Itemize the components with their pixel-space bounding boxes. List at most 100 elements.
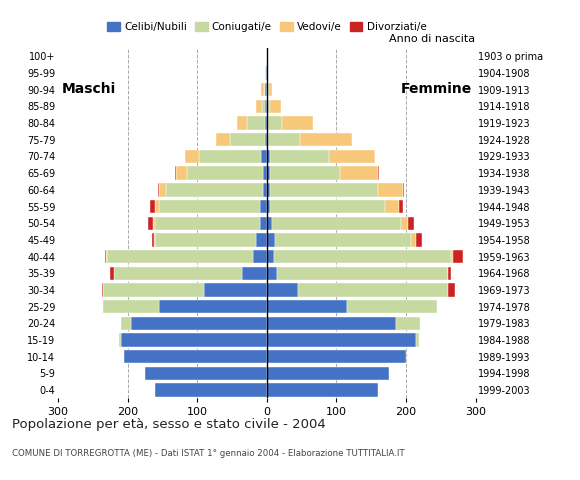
Bar [158,183,159,196]
Bar [107,250,253,263]
Bar [264,66,266,80]
Bar [269,83,273,96]
Legend: Celibi/Nubili, Coniugati/e, Vedovi/e, Divorziati/e: Celibi/Nubili, Coniugati/e, Vedovi/e, Di… [103,18,430,36]
Bar [277,266,448,280]
Bar [261,150,267,163]
Bar [267,250,274,263]
Bar [266,83,267,96]
Bar [275,233,411,247]
Bar [237,117,247,130]
Bar [155,233,256,247]
Bar [273,216,401,230]
Bar [416,333,419,347]
Bar [267,83,269,96]
Bar [260,200,267,213]
Bar [267,167,270,180]
Bar [267,367,389,380]
Bar [267,133,268,146]
Text: Popolazione per età, sesso e stato civile - 2004: Popolazione per età, sesso e stato civil… [12,418,325,431]
Bar [267,317,396,330]
Bar [448,283,455,297]
Text: Maschi: Maschi [61,82,116,96]
Bar [263,183,267,196]
Bar [267,66,268,80]
Bar [267,350,406,363]
Bar [102,283,103,297]
Bar [270,150,329,163]
Bar [267,183,270,196]
Bar [403,183,404,196]
Text: COMUNE DI TORREGROTTA (ME) - Dati ISTAT 1° gennaio 2004 - Elaborazione TUTTITALI: COMUNE DI TORREGROTTA (ME) - Dati ISTAT … [12,449,404,458]
Bar [155,216,260,230]
Bar [267,117,268,130]
Bar [299,133,351,146]
Bar [416,233,422,247]
Bar [267,333,416,347]
Bar [154,233,155,247]
Bar [150,200,155,213]
Bar [261,83,264,96]
Bar [448,266,451,280]
Bar [166,183,263,196]
Bar [119,333,121,347]
Bar [270,183,378,196]
Bar [266,100,267,113]
Bar [408,216,414,230]
Bar [396,317,420,330]
Bar [198,150,261,163]
Bar [267,283,298,297]
Bar [452,250,463,263]
Bar [401,216,408,230]
Bar [253,250,267,263]
Bar [267,300,347,313]
Bar [267,384,378,397]
Bar [378,167,379,180]
Bar [204,283,267,297]
Bar [267,216,273,230]
Bar [247,117,264,130]
Bar [103,283,204,297]
Bar [263,167,267,180]
Bar [268,117,282,130]
Bar [267,266,277,280]
Bar [270,167,340,180]
Bar [267,100,270,113]
Bar [121,317,131,330]
Text: Anno di nascita: Anno di nascita [390,35,476,45]
Bar [187,167,263,180]
Bar [106,250,107,263]
Bar [256,233,267,247]
Bar [230,133,264,146]
Bar [145,367,267,380]
Bar [267,200,270,213]
Bar [114,266,242,280]
Bar [124,350,267,363]
Bar [267,233,275,247]
Bar [268,133,299,146]
Bar [110,266,114,280]
Bar [264,117,267,130]
Bar [176,167,187,180]
Bar [216,133,230,146]
Bar [282,117,313,130]
Bar [148,216,153,230]
Bar [264,133,267,146]
Bar [175,167,176,180]
Bar [159,183,166,196]
Bar [267,150,270,163]
Bar [270,100,281,113]
Bar [131,317,267,330]
Bar [270,200,385,213]
Bar [155,200,159,213]
Bar [155,384,267,397]
Bar [385,200,399,213]
Bar [262,100,266,113]
Bar [184,150,198,163]
Bar [266,66,267,80]
Bar [329,150,375,163]
Bar [298,283,448,297]
Bar [121,333,267,347]
Bar [274,250,451,263]
Bar [411,233,416,247]
Bar [103,300,159,313]
